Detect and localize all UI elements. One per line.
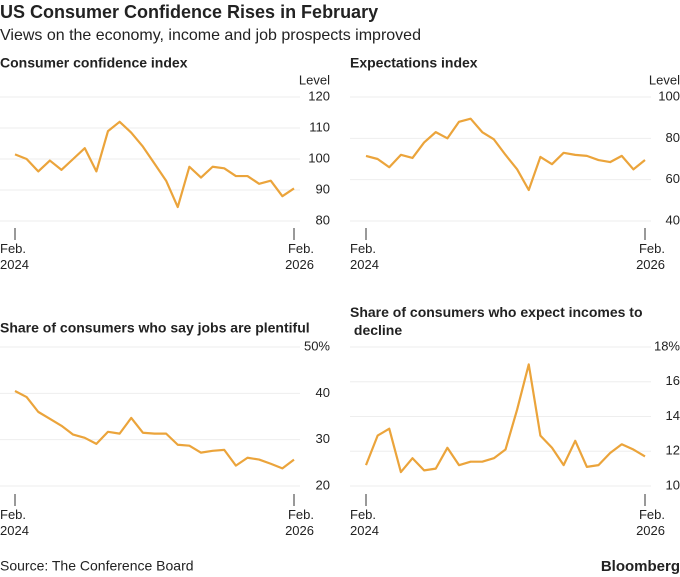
- y-tick-label: 30: [316, 431, 330, 446]
- x-tick-label: Feb. 2026: [285, 241, 314, 272]
- y-tick-label: 20: [316, 477, 330, 492]
- y-tick-label: 50%: [304, 338, 330, 353]
- chart-title: Share of consumers who say jobs are plen…: [0, 320, 310, 336]
- line-series: [365, 117, 646, 192]
- source: Source: The Conference Board: [0, 558, 194, 574]
- x-tick-label: Feb. 2026: [636, 507, 665, 538]
- unit-label: Level: [299, 72, 330, 87]
- y-tick-label: 14: [666, 408, 680, 423]
- y-tick-label: 40: [666, 212, 680, 227]
- x-tick-label: Feb. 2024: [350, 241, 379, 272]
- y-tick-label: 100: [658, 88, 680, 103]
- chart-title: Consumer confidence index: [0, 55, 188, 71]
- page-subtitle: Views on the economy, income and job pro…: [0, 27, 421, 44]
- chart-title: Expectations index: [350, 55, 478, 71]
- x-tick-label: Feb. 2026: [285, 507, 314, 538]
- x-tick-label: Feb. 2024: [350, 507, 379, 538]
- unit-label: Level: [649, 72, 680, 87]
- brand: Bloomberg: [601, 558, 680, 575]
- x-tick-label: Feb. 2026: [636, 241, 665, 272]
- x-tick-label: Feb. 2024: [0, 241, 29, 272]
- y-tick-label: 12: [666, 443, 680, 458]
- y-tick-label: 80: [316, 212, 330, 227]
- y-tick-label: 16: [666, 373, 680, 388]
- line-series: [14, 390, 295, 470]
- y-tick-label: 60: [666, 171, 680, 186]
- x-tick-label: Feb. 2024: [0, 507, 29, 538]
- chart-title: Share of consumers who expect incomes to…: [350, 304, 643, 338]
- y-tick-label: 120: [308, 88, 330, 103]
- y-tick-label: 80: [666, 130, 680, 145]
- y-tick-label: 110: [309, 119, 330, 134]
- y-tick-label: 90: [316, 181, 330, 196]
- y-tick-label: 40: [316, 385, 330, 400]
- y-tick-label: 100: [308, 150, 330, 165]
- y-tick-label: 18%: [654, 338, 680, 353]
- line-series: [364, 363, 646, 474]
- page-title: US Consumer Confidence Rises in February: [0, 2, 378, 22]
- y-tick-label: 10: [666, 477, 680, 492]
- line-series: [14, 120, 295, 209]
